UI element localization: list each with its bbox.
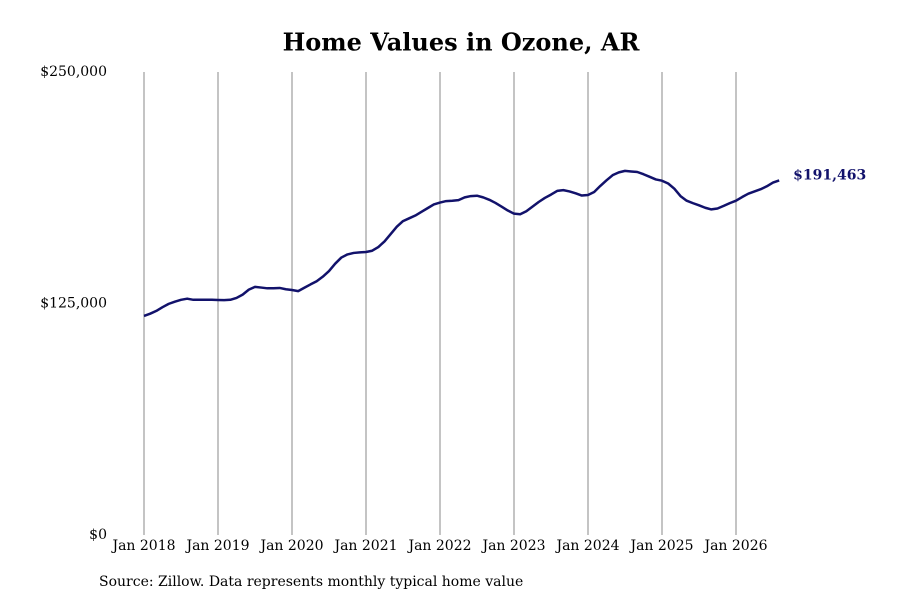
value-label: $191,463 [793, 167, 866, 183]
y-tick-label: $0 [89, 527, 107, 543]
x-tick-label: Jan 2021 [332, 538, 397, 554]
x-tick-label: Jan 2023 [480, 538, 545, 554]
x-tick-label: Jan 2020 [258, 538, 323, 554]
y-tick-label: $250,000 [40, 64, 107, 80]
y-tick-label: $125,000 [40, 296, 107, 312]
x-tick-label: Jan 2022 [406, 538, 471, 554]
x-tick-label: Jan 2019 [184, 538, 249, 554]
x-tick-label: Jan 2025 [628, 538, 693, 554]
x-tick-label: Jan 2024 [554, 538, 619, 554]
value-line [143, 169, 780, 318]
x-tick-label: Jan 2026 [702, 538, 767, 554]
chart-title: Home Values in Ozone, AR [283, 28, 641, 57]
source-note: Source: Zillow. Data represents monthly … [99, 574, 523, 590]
x-tick-label: Jan 2018 [110, 538, 175, 554]
